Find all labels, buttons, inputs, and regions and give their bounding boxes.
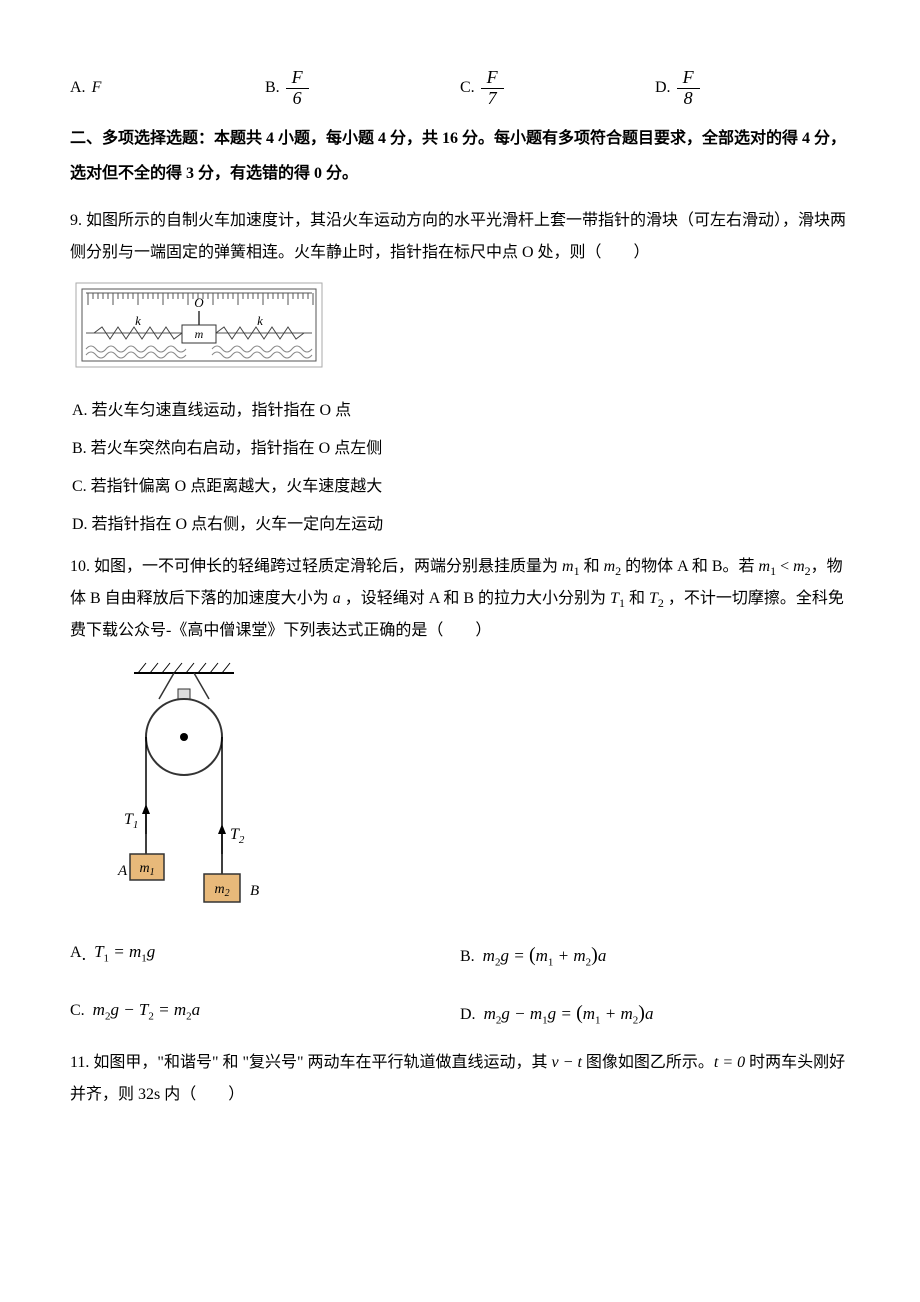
q9-choice-a: A. 若火车匀速直线运动，指针指在 O 点 — [72, 395, 850, 427]
option-c-fraction: F 7 — [481, 68, 504, 109]
q11-text-1: 11. 如图甲，"和谐号" 和 "复兴号" 两动车在平行轨道做直线运动，其 — [70, 1054, 552, 1071]
floor-pattern — [86, 346, 312, 358]
label-m: m — [195, 327, 204, 341]
q10-option-b: B. m2g = (m1 + m2)a — [460, 935, 850, 975]
option-a-label: A. — [70, 72, 86, 104]
t1-arrow-head — [142, 804, 150, 814]
fraction-denominator: 6 — [287, 89, 308, 109]
q11-text-2: 图像如图乙所示。 — [582, 1054, 714, 1071]
label-O: O — [194, 295, 204, 310]
q10-options: A. T1 = m1g B. m2g = (m1 + m2)a C. m2g −… — [70, 935, 850, 1033]
label-A: A — [117, 863, 128, 879]
label-B: B — [250, 883, 259, 899]
q10-opt-c-label: C. — [70, 1002, 85, 1019]
question-10-text: 10. 如图，一不可伸长的轻绳跨过轻质定滑轮后，两端分别悬挂质量为 m1 和 m… — [70, 551, 850, 647]
var-T1: T — [610, 590, 619, 607]
q10-text-5: ，设轻绳对 A 和 B 的拉力大小分别为 — [341, 590, 610, 607]
option-c: C. F 7 — [460, 68, 655, 109]
option-a-text: F — [92, 72, 102, 104]
q10-text-2: 和 — [580, 558, 604, 575]
q10-opt-c-math: m2g − T2 = m2a — [93, 1000, 200, 1019]
fraction-numerator: F — [286, 68, 309, 89]
q10-opt-a-math: T1 = m1g — [94, 942, 155, 961]
var-T2: T — [649, 590, 658, 607]
fraction-denominator: 8 — [678, 89, 699, 109]
q10-text-1: 10. 如图，一不可伸长的轻绳跨过轻质定滑轮后，两端分别悬挂质量为 — [70, 558, 562, 575]
q10-opt-d-math: m2g − m1g = (m1 + m2)a — [484, 1004, 654, 1023]
option-b-label: B. — [265, 72, 280, 104]
q10-text-3: 的物体 A 和 B。若 — [621, 558, 758, 575]
q9-choice-b: B. 若火车突然向右启动，指针指在 O 点左侧 — [72, 433, 850, 465]
fraction-numerator: F — [677, 68, 700, 89]
option-d-label: D. — [655, 72, 671, 104]
pulley-support-left — [159, 673, 174, 699]
q10-option-d: D. m2g − m1g = (m1 + m2)a — [460, 993, 850, 1033]
question-9-figure: O k k m — [74, 281, 850, 381]
option-b: B. F 6 — [265, 68, 460, 109]
label-T1: T1 — [124, 811, 138, 831]
pulley-axle — [180, 733, 188, 741]
label-k-left: k — [135, 313, 141, 328]
t2-arrow-head — [218, 824, 226, 834]
option-b-fraction: F 6 — [286, 68, 309, 109]
var-m1: m — [562, 558, 574, 575]
q10-opt-d-label: D. — [460, 1006, 476, 1023]
question-8-options: A. F B. F 6 C. F 7 D. F 8 — [70, 68, 850, 109]
pulley-diagram: T1 T2 m1 A m2 B — [74, 659, 274, 909]
q10-option-a: A. T1 = m1g — [70, 935, 460, 975]
question-10: 10. 如图，一不可伸长的轻绳跨过轻质定滑轮后，两端分别悬挂质量为 m1 和 m… — [70, 551, 850, 1033]
var-vt: v − t — [552, 1054, 582, 1071]
q9-choice-d: D. 若指针指在 O 点右侧，火车一定向左运动 — [72, 509, 850, 541]
q10-opt-a-label: A — [70, 944, 82, 961]
question-10-figure: T1 T2 m1 A m2 B — [74, 659, 850, 921]
var-m2b: m — [793, 558, 805, 575]
q10-opt-b-math: m2g = (m1 + m2)a — [483, 946, 607, 965]
pulley-support-right — [194, 673, 209, 699]
label-k-right: k — [257, 313, 263, 328]
question-11: 11. 如图甲，"和谐号" 和 "复兴号" 两动车在平行轨道做直线运动，其 v … — [70, 1047, 850, 1111]
question-9-text: 9. 如图所示的自制火车加速度计，其沿火车运动方向的水平光滑杆上套一带指针的滑块… — [70, 205, 850, 269]
option-d: D. F 8 — [655, 68, 850, 109]
question-11-text: 11. 如图甲，"和谐号" 和 "复兴号" 两动车在平行轨道做直线运动，其 v … — [70, 1047, 850, 1111]
q10-text-6: 和 — [625, 590, 649, 607]
option-a: A. F — [70, 68, 265, 109]
var-m1b: m — [759, 558, 771, 575]
accelerometer-diagram: O k k m — [74, 281, 324, 369]
question-9: 9. 如图所示的自制火车加速度计，其沿火车运动方向的水平光滑杆上套一带指针的滑块… — [70, 205, 850, 541]
fraction-denominator: 7 — [482, 89, 503, 109]
var-m1b-sub: 1 — [770, 564, 776, 578]
q10-opt-b-label: B. — [460, 948, 475, 965]
fraction-numerator: F — [481, 68, 504, 89]
var-m2: m — [604, 558, 616, 575]
section-2-heading: 二、多项选择选题：本题共 4 小题，每小题 4 分，共 16 分。每小题有多项符… — [70, 121, 850, 191]
q9-choice-c: C. 若指针偏离 O 点距离越大，火车速度越大 — [72, 471, 850, 503]
option-d-fraction: F 8 — [677, 68, 700, 109]
ceiling-hatch — [138, 663, 230, 673]
label-T2: T2 — [230, 826, 245, 846]
var-t0: t = 0 — [714, 1054, 745, 1071]
option-c-label: C. — [460, 72, 475, 104]
q10-option-c: C. m2g − T2 = m2a — [70, 993, 460, 1033]
var-a: a — [333, 590, 341, 607]
